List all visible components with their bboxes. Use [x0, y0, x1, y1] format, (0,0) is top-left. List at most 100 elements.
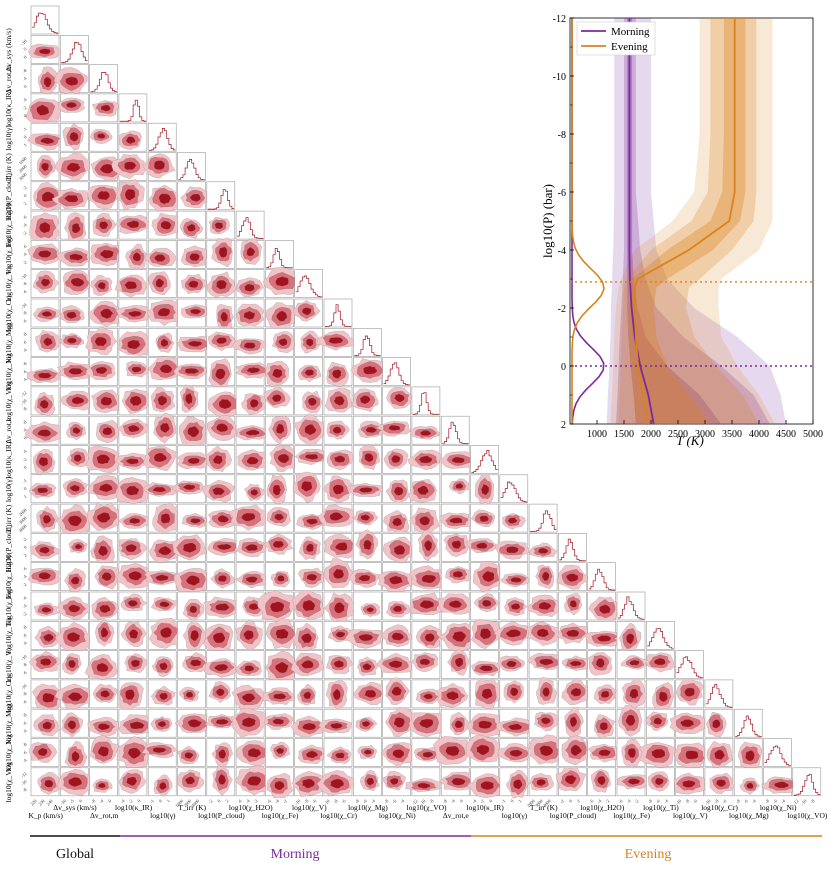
marginal-histogram: [764, 745, 791, 766]
y-tick-label: -8: [558, 130, 566, 141]
contour-1sigma: [41, 162, 49, 171]
contour-1sigma: [479, 515, 489, 522]
contour-panel: [116, 474, 150, 504]
contour-1sigma: [445, 746, 460, 756]
contour-1sigma: [217, 515, 229, 523]
contour-1sigma: [306, 338, 314, 347]
row-label: log10(χ_Mg): [4, 704, 13, 744]
contour-panel: [115, 269, 148, 299]
contour-1sigma: [335, 542, 348, 551]
contour-panel: [323, 591, 354, 624]
contour-panel: [89, 591, 119, 621]
contour-panel: [323, 533, 358, 562]
col-tick-label: -4: [370, 798, 377, 805]
contour-panel: [27, 240, 60, 269]
contour-1sigma: [629, 660, 640, 666]
column-label: log10(κ_IR): [467, 803, 505, 812]
contour-1sigma: [100, 690, 110, 698]
contour-1sigma: [419, 719, 434, 729]
contour-panel: [173, 357, 208, 386]
contour-panel: [555, 767, 587, 797]
contour-1sigma: [40, 137, 55, 144]
contour-1sigma: [446, 691, 459, 700]
contour-panel: [59, 708, 89, 738]
col-tick-label: -6: [341, 798, 348, 805]
col-tick-label: -12: [792, 798, 800, 806]
contour-panel: [228, 503, 268, 533]
contour-1sigma: [366, 777, 374, 786]
row-tick-label: -8: [22, 67, 29, 74]
histogram-panel: [440, 415, 470, 445]
contour-panel: [147, 269, 177, 299]
contour-panel: [147, 210, 181, 240]
histogram-panel: [792, 767, 822, 797]
contour-1sigma: [68, 604, 81, 613]
contour-panel: [232, 327, 268, 357]
panel-frame: [763, 738, 792, 767]
contour-panel: [557, 620, 589, 650]
contour-1sigma: [569, 716, 577, 727]
contour-1sigma: [246, 247, 255, 257]
contour-1sigma: [160, 338, 169, 347]
contour-panel: [352, 708, 382, 738]
row-tick-label: -4: [22, 573, 29, 580]
contour-panel: [116, 210, 150, 240]
contour-panel: [528, 650, 564, 679]
contour-panel: [470, 560, 504, 592]
contour-1sigma: [38, 372, 52, 379]
contour-panel: [29, 738, 60, 767]
panel-frame: [704, 679, 734, 709]
contour-panel: [408, 503, 441, 534]
contour-1sigma: [478, 720, 492, 729]
row-tick-label: -4: [22, 251, 29, 258]
contour-panel: [235, 738, 272, 767]
column-label: log10(χ_Mg): [348, 803, 388, 812]
contour-panel: [470, 650, 504, 679]
contour-panel: [347, 474, 386, 504]
contour-1sigma: [98, 783, 106, 788]
contour-1sigma: [626, 633, 635, 644]
panel-frame: [177, 152, 206, 181]
contour-panel: [177, 240, 208, 269]
contour-panel: [470, 618, 501, 650]
column-label: log10(χ_Ni): [760, 803, 797, 812]
contour-1sigma: [246, 457, 259, 465]
contour-panel: [265, 357, 294, 387]
contour-panel: [231, 679, 268, 711]
contour-panel: [673, 767, 707, 797]
contour-1sigma: [480, 781, 494, 790]
contour-panel: [352, 444, 382, 474]
contour-1sigma: [218, 774, 226, 785]
contour-1sigma: [247, 776, 261, 786]
contour-panel: [85, 357, 118, 386]
contour-panel: [466, 708, 505, 738]
contour-panel: [382, 386, 412, 416]
tp-xlabel: T (K): [676, 433, 704, 448]
contour-panel: [616, 620, 646, 652]
contour-panel: [206, 445, 236, 474]
contour-1sigma: [99, 221, 109, 229]
row-tick-label: -8: [22, 310, 29, 317]
column-label: log10(χ_Fe): [613, 811, 650, 820]
row-tick-label: -1: [22, 126, 28, 132]
contour-1sigma: [566, 573, 578, 582]
col-tick-label: -6: [743, 798, 750, 805]
col-tick-label: -4: [663, 798, 670, 805]
contour-panel: [117, 327, 150, 357]
contour-1sigma: [306, 574, 317, 581]
col-tick-label: 0: [107, 798, 113, 804]
row-tick-label: -8: [22, 712, 29, 719]
contour-1sigma: [38, 250, 52, 258]
marginal-histogram: [178, 159, 205, 181]
contour-1sigma: [335, 752, 345, 759]
contour-1sigma: [597, 776, 606, 785]
column-label: log10(χ_Cr): [701, 803, 738, 812]
contour-1sigma: [476, 745, 490, 756]
contour-panel: [323, 738, 353, 767]
contour-panel: [89, 122, 118, 152]
contour-1sigma: [276, 747, 284, 754]
contour-panel: [59, 533, 89, 562]
contour-panel: [206, 210, 236, 240]
contour-panel: [177, 415, 206, 448]
contour-1sigma: [94, 337, 107, 347]
